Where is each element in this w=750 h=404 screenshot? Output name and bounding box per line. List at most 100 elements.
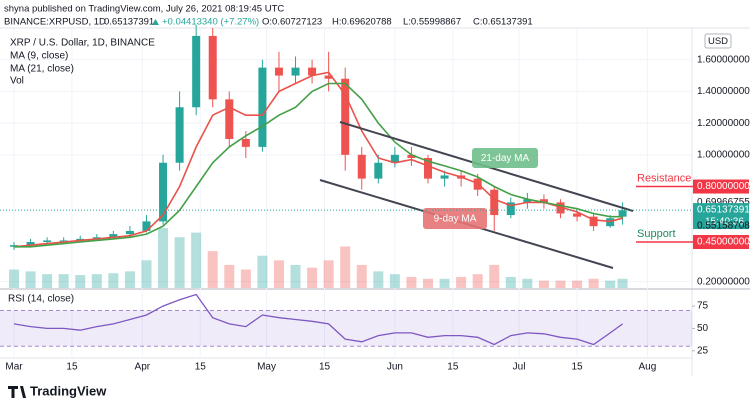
candle-body	[440, 175, 449, 179]
price-label-box	[693, 235, 749, 250]
y-tick-label: 25	[697, 345, 709, 356]
y-tick-label: 1.20000000	[697, 118, 750, 129]
candle-body	[357, 154, 366, 179]
volume-bar	[257, 255, 268, 288]
volume-bar	[25, 271, 36, 288]
candle-body	[125, 230, 134, 235]
volume-bar	[224, 264, 235, 288]
volume-bar	[323, 260, 334, 288]
moving-average	[14, 82, 623, 248]
legend-entry: MA (21, close)	[10, 64, 74, 75]
price-label: 0.69966755	[697, 197, 750, 208]
volume-bar	[373, 271, 384, 288]
level-label: 0.80000000	[697, 181, 750, 192]
candle-body	[109, 234, 118, 238]
x-tick-label: 15	[195, 362, 207, 373]
logo-icon	[8, 386, 26, 398]
candle-body	[341, 78, 350, 155]
candle-body	[424, 158, 432, 179]
volume-bar	[207, 251, 218, 288]
volume-bar	[9, 269, 19, 288]
volume-bar	[472, 274, 483, 288]
price-label: 0.65137391	[697, 205, 750, 216]
candle-body	[490, 189, 499, 216]
low: L:0.55998867	[403, 17, 461, 28]
candle-body	[523, 199, 532, 203]
x-tick-label: 15	[447, 362, 459, 373]
high: H:0.69620788	[332, 17, 392, 28]
volume-bar	[423, 278, 433, 288]
volume-bar	[605, 280, 616, 288]
candle-body	[390, 154, 399, 163]
candle-body	[589, 216, 598, 227]
volume-bar	[356, 264, 367, 288]
volume-bar	[538, 280, 549, 288]
candle-body	[159, 162, 168, 222]
countdown: 15:40:36	[705, 217, 744, 228]
y-tick-label: 1.00000000	[697, 149, 750, 160]
change: +0.04413340 (+7.27%)	[162, 17, 259, 28]
volume-bar	[307, 267, 318, 288]
brand: TradingView	[30, 383, 107, 398]
volume-bar	[456, 276, 467, 288]
candle-body	[291, 67, 300, 76]
level-name: Support	[637, 228, 676, 240]
x-tick-label: Aug	[639, 362, 657, 373]
x-tick-label: Apr	[135, 362, 151, 373]
candle-body	[258, 67, 267, 147]
x-tick-label: 15	[319, 362, 331, 373]
annotation: 9-day MA	[434, 214, 477, 225]
rsi-band	[0, 310, 692, 347]
legend-entry: Vol	[10, 76, 24, 87]
x-tick-label: 15	[571, 362, 583, 373]
candle-body	[26, 242, 35, 246]
volume-bar	[617, 278, 628, 288]
volume-bar	[273, 260, 284, 288]
volume-bar	[124, 271, 135, 288]
volume-bar	[505, 276, 516, 288]
symbol-title: XRP / U.S. Dollar, 1D, BINANCE	[10, 38, 155, 49]
x-tick-label: Jul	[513, 362, 526, 373]
price-label-box	[693, 203, 749, 230]
volume-bar	[108, 273, 119, 288]
moving-average	[13, 71, 623, 248]
volume-bar	[75, 275, 86, 288]
legend-entry: MA (9, close)	[10, 51, 68, 62]
volume-bar	[489, 264, 500, 288]
candle-body	[10, 245, 18, 247]
author-line: shyna published on TradingView.com, July…	[4, 4, 284, 15]
candle-body	[43, 240, 52, 243]
volume-bar	[240, 269, 251, 288]
level-label: 0.45000000	[697, 237, 750, 248]
close: C:0.65137391	[473, 17, 533, 28]
candle-body	[573, 213, 582, 217]
candle-body	[175, 107, 184, 163]
rsi-title: RSI (14, close)	[8, 294, 74, 305]
footer	[0, 379, 750, 404]
symbol: BINANCE:XRPUSD, 1D	[4, 17, 106, 28]
x-tick-label: Jun	[387, 362, 403, 373]
price-label: 0.55158708	[697, 221, 750, 232]
candle-body	[241, 138, 250, 147]
volume-bar	[174, 237, 185, 288]
volume-bar	[340, 246, 351, 288]
candle-body	[274, 67, 283, 76]
candle-body	[407, 154, 416, 158]
candle-body	[92, 237, 101, 239]
volume-bar	[389, 274, 400, 288]
volume-bar	[42, 274, 53, 288]
last-price: 0.65137391	[104, 17, 154, 28]
y-tick-label: 1.40000000	[697, 86, 750, 97]
volume-bar	[141, 260, 152, 288]
candle-body	[556, 202, 565, 214]
volume-bar	[522, 278, 533, 288]
volume-bar	[439, 278, 450, 288]
y-tick-label: 1.60000000	[697, 54, 750, 65]
candle-body	[142, 221, 151, 231]
y-tick-label: 75	[697, 301, 709, 312]
volume-bar	[406, 276, 417, 288]
candle-body	[59, 240, 68, 242]
volume-bar	[191, 232, 202, 288]
candle-body	[308, 67, 317, 76]
